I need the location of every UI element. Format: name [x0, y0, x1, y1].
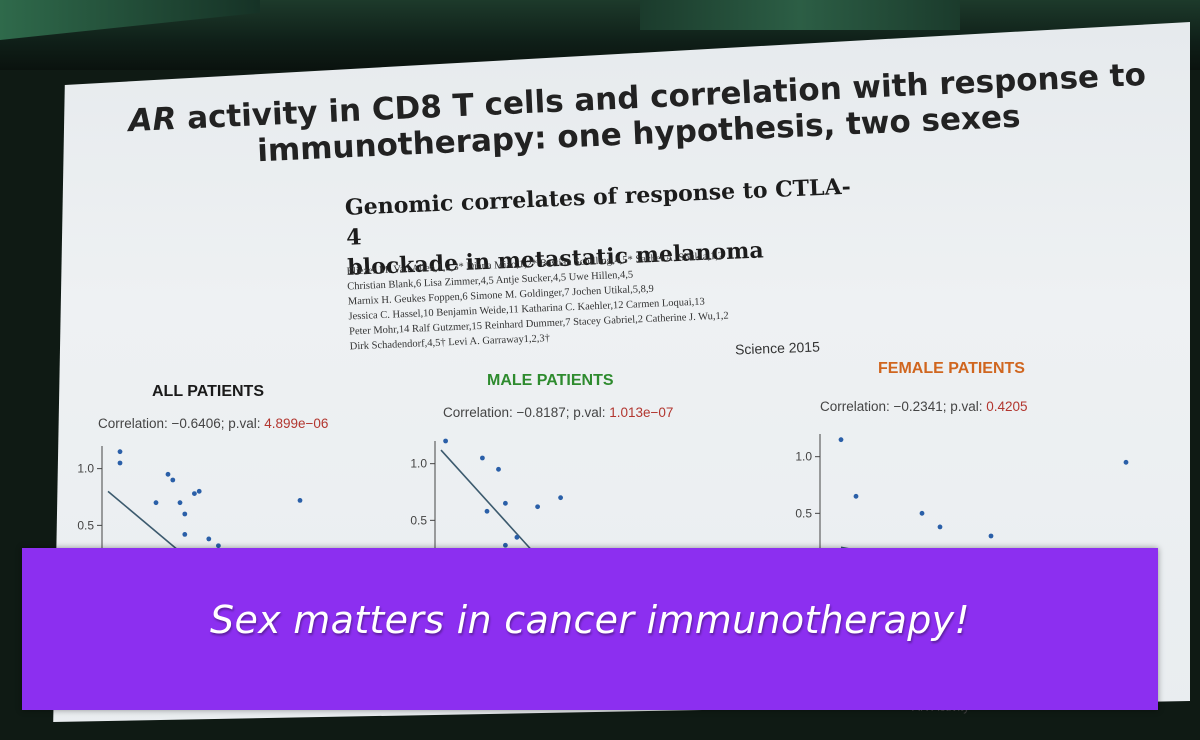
data-point — [182, 532, 188, 537]
data-point — [480, 455, 485, 461]
y-tick-label: 1.0 — [795, 450, 812, 464]
data-point — [165, 471, 171, 477]
y-tick-label: 1.0 — [77, 462, 94, 476]
corr-pvalue: 0.4205 — [986, 399, 1028, 414]
highlight-banner: Sex matters in cancer immunotherapy! — [22, 548, 1158, 710]
data-point — [514, 534, 520, 540]
data-point — [206, 536, 212, 542]
data-point — [503, 542, 508, 548]
corr-label: Correlation: −0.8187; p.val: — [443, 405, 610, 420]
data-point — [117, 449, 123, 455]
citation: Science 2015 — [734, 338, 821, 358]
chart-title-female: FEMALE PATIENTS — [878, 360, 1025, 377]
chart-title-all: ALL PATIENTS — [152, 383, 264, 400]
data-point — [117, 460, 123, 466]
chart-correlation-female: Correlation: −0.2341; p.val: 0.4205 — [820, 399, 1028, 414]
data-point — [192, 491, 197, 496]
chart-correlation-all: Correlation: −0.6406; p.val: 4.899e−06 — [98, 416, 328, 431]
data-point — [196, 488, 202, 494]
data-point — [503, 500, 508, 506]
y-tick-label: 0.5 — [77, 518, 94, 532]
data-point — [153, 500, 159, 506]
data-point — [988, 533, 994, 539]
chart-title-male: MALE PATIENTS — [487, 372, 614, 389]
y-tick-label: 0.5 — [410, 513, 427, 527]
data-point — [853, 493, 859, 499]
data-point — [937, 524, 943, 530]
data-point — [182, 511, 188, 517]
data-point — [443, 438, 448, 444]
data-point — [484, 508, 490, 514]
corr-pvalue: 1.013e−07 — [609, 405, 674, 420]
slide-title: AR activity in CD8 T cells and correlati… — [107, 56, 1169, 176]
y-tick-label: 0.5 — [795, 506, 812, 520]
data-point — [838, 437, 844, 443]
data-point — [496, 466, 501, 472]
corr-label: Correlation: −0.2341; p.val: — [820, 399, 987, 414]
banner-text: Sex matters in cancer immunotherapy! — [210, 598, 970, 642]
data-point — [1123, 459, 1129, 465]
data-point — [558, 495, 563, 501]
corr-pvalue: 4.899e−06 — [264, 416, 329, 431]
data-point — [177, 500, 183, 506]
data-point — [919, 510, 925, 516]
y-tick-label: 1.0 — [410, 457, 427, 471]
corr-label: Correlation: −0.6406; p.val: — [98, 416, 265, 431]
data-point — [297, 498, 303, 503]
room-light — [640, 0, 960, 30]
data-point — [216, 543, 221, 549]
room-light — [0, 0, 260, 41]
data-point — [535, 504, 540, 510]
slide-title-em: AR — [127, 100, 178, 140]
chart-correlation-male: Correlation: −0.8187; p.val: 1.013e−07 — [443, 405, 673, 420]
data-point — [170, 477, 176, 483]
